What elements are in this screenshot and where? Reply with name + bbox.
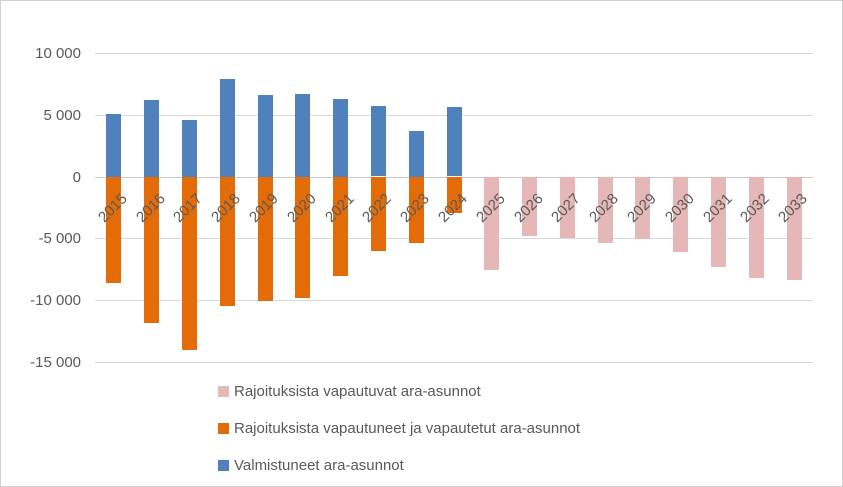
bar-valmistuneet-2021	[333, 99, 348, 177]
bar-vapautuneet-2017	[182, 177, 197, 350]
legend-label-valmistuneet: Valmistuneet ara-asunnot	[234, 456, 404, 474]
bar-valmistuneet-2017	[182, 120, 197, 177]
gridline	[95, 53, 813, 54]
x-axis-label-2024: 2024	[434, 190, 471, 226]
y-axis-label: 0	[72, 169, 81, 186]
bar-valmistuneet-2018	[220, 79, 235, 177]
bar-vapautuneet-2023	[409, 177, 424, 243]
bar-valmistuneet-2023	[409, 131, 424, 177]
legend-swatch-pink	[218, 385, 229, 397]
y-axis-label: -10 000	[30, 292, 81, 309]
bar-vapautuvat-2029	[635, 177, 650, 239]
bar-vapautuvat-2033	[787, 177, 802, 280]
bar-valmistuneet-2022	[371, 106, 386, 176]
bar-vapautuvat-2026	[522, 177, 537, 236]
bar-vapautuneet-2015	[106, 177, 121, 283]
y-axis-label: -15 000	[30, 354, 81, 371]
bar-vapautuneet-2016	[144, 177, 159, 323]
legend-item-vapautuvat: Rajoituksista vapautuvat ara-asunnot	[218, 382, 481, 400]
bar-vapautuneet-2020	[295, 177, 310, 298]
bar-valmistuneet-2024	[447, 107, 462, 176]
bar-vapautuneet-2019	[258, 177, 273, 301]
legend-item-vapautuneet: Rajoituksista vapautuneet ja vapautetut …	[218, 419, 581, 437]
legend-swatch-blue	[218, 459, 229, 471]
legend-item-valmistuneet: Valmistuneet ara-asunnot	[218, 456, 404, 474]
gridline	[95, 362, 813, 363]
y-axis-label: 5 000	[43, 107, 81, 124]
gridline	[95, 238, 813, 239]
legend-label-vapautuvat: Rajoituksista vapautuvat ara-asunnot	[234, 382, 481, 400]
bar-vapautuvat-2030	[673, 177, 688, 252]
y-axis-label: -5 000	[38, 230, 81, 247]
y-axis-label: 10 000	[35, 45, 81, 62]
bar-vapautuneet-2022	[371, 177, 386, 251]
gridline	[95, 300, 813, 301]
bar-vapautuvat-2028	[598, 177, 613, 243]
bar-valmistuneet-2020	[295, 94, 310, 177]
bar-vapautuvat-2031	[711, 177, 726, 267]
bar-vapautuvat-2032	[749, 177, 764, 278]
bar-vapautuvat-2027	[560, 177, 575, 238]
bar-vapautuneet-2018	[220, 177, 235, 306]
bar-valmistuneet-2015	[106, 114, 121, 177]
bar-vapautuvat-2025	[484, 177, 499, 270]
bar-valmistuneet-2019	[258, 95, 273, 177]
legend-label-vapautuneet: Rajoituksista vapautuneet ja vapautetut …	[234, 419, 581, 437]
bar-valmistuneet-2016	[144, 100, 159, 177]
bar-vapautuneet-2021	[333, 177, 348, 276]
bar-vapautuneet-2024	[447, 177, 462, 213]
legend-swatch-orange	[218, 422, 229, 434]
